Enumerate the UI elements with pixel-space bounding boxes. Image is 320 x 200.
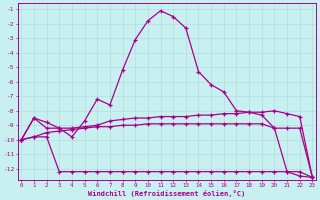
X-axis label: Windchill (Refroidissement éolien,°C): Windchill (Refroidissement éolien,°C) [88, 190, 245, 197]
